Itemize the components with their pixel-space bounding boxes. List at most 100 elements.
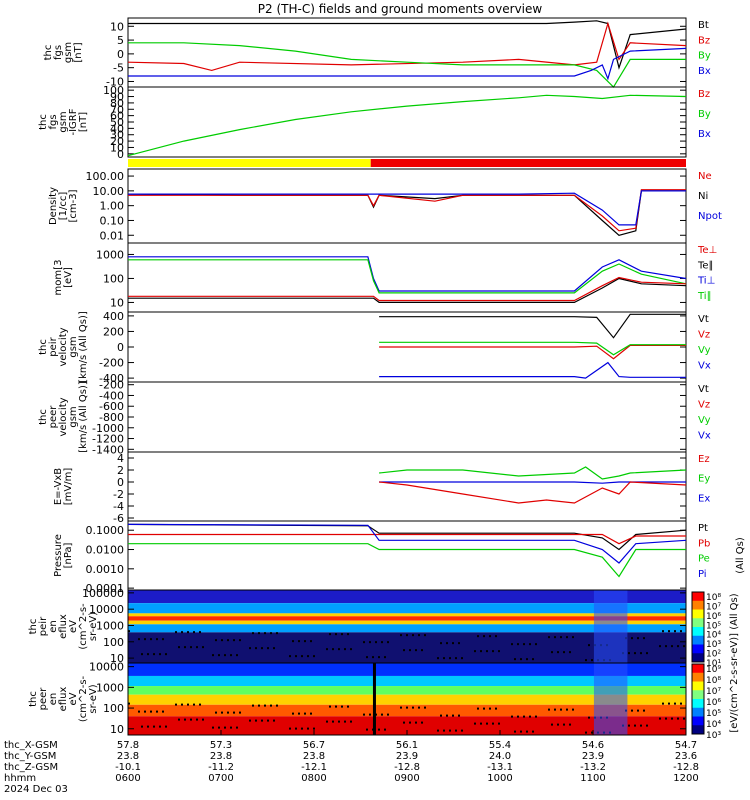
spectrogram-band [128,694,686,705]
spectrogram-noise [458,714,460,717]
spectrogram-noise [264,704,266,707]
y-axis-label-line: [eV] [63,267,74,288]
spectrogram-noise [409,721,411,724]
spectrogram-noise [452,642,454,645]
y-tick-label: 70 [110,103,124,116]
legend-entry: Vz [698,400,710,411]
y-axis-label: thcfgsgsm[nT] [43,42,84,63]
spectrogram-noise [668,702,670,705]
x-axis-value: 54.7 [675,740,697,751]
y-axis-label-line: [km/s (All Qs)] [78,381,89,453]
panel-frame [127,381,687,453]
spectrogram-noise [569,723,571,726]
spectrogram-noise [634,652,636,655]
y-tick-label: -600 [99,400,124,413]
colorbar-segment [692,627,704,637]
spectrogram-noise [455,729,457,732]
legend-entry: Ey [698,474,710,485]
spectrogram-noise [199,631,201,634]
y-axis-label: thcpeervelocitygsm[km/s (All Qs)] [38,381,89,453]
y-axis-label: thcfgsgsm-IGRF[nT] [38,108,89,135]
spectrogram-noise [418,706,420,709]
spectrogram-noise [184,646,186,649]
spectrogram-noise [461,729,463,732]
y-axis-label-line: -IGRF [68,108,79,135]
spectrogram-noise [252,632,254,635]
spectrogram-noise [643,637,645,640]
spectrogram-noise [258,632,260,635]
spectrogram-noise [156,710,158,713]
series-line-Te⊥ [128,276,687,302]
series-line-Npot [128,190,686,226]
spectrogram-noise [138,638,140,641]
spectrogram-noise [178,646,180,649]
spectrogram-noise [671,717,673,720]
legend-entry: By [698,109,711,120]
y-axis-label-line: thc [43,45,54,61]
legend-entry: Bx [698,129,711,140]
spectrogram-noise [369,641,371,644]
spectrogram-noise [193,703,195,706]
spectrogram-noise [560,636,562,639]
colorbar-tick-label: 10¹ [706,659,721,669]
colorbar-tick-label: 10⁵ [706,621,721,631]
y-axis-label-line: peer [38,687,49,711]
spectrogram-noise [585,659,587,662]
spectrogram-noise [640,652,642,655]
spectrogram-noise [329,705,331,708]
y-tick-label: 100.00 [86,170,125,183]
spectrogram-noise [634,724,636,727]
legend-entry: Ez [698,454,710,465]
y-tick-label: 10 [110,652,124,665]
spectrogram-noise [196,718,198,721]
spectrogram-noise [261,719,263,722]
x-axis-labels: thc_X-GSM 57.8 57.3 56.7 56.1 55.4 54.6 54.7 thc… [4,730,699,795]
spectrogram-noise [566,636,568,639]
colorbar-tick-label: 10⁶ [706,698,721,708]
spectrogram-noise [153,653,155,656]
y-axis-label-line: sr-eV) [88,684,99,713]
panel-peir-spectrogram: 100000 10000 1000 100 10 thcpeirenefluxeV(cm^… [28,587,687,665]
y-axis-label-line: fgs [48,114,59,129]
x-axis-value: 57.8 [117,740,139,751]
spectrogram-noise [363,713,365,716]
spectrogram-noise [350,720,352,723]
spectrogram-noise [332,720,334,723]
spectrogram-noise [406,634,408,637]
spectrogram-noise [646,652,648,655]
legend-entry: Vy [698,345,711,356]
spectrogram-noise [298,712,300,715]
y-tick-label: 0.1000 [86,524,125,537]
spectrogram-noise [147,653,149,656]
spectrogram-noise [535,715,537,718]
spectrogram-noise [384,656,386,659]
spectrogram-noise [640,724,642,727]
spectrogram-noise [631,637,633,640]
colorbar-segment [692,707,704,717]
spectrogram-noise [273,647,275,650]
spectrogram-noise [440,714,442,717]
colorbar-tick-label: 10⁴ [706,720,721,730]
y-axis-label: thcpeirenefluxeV(cm^2-s-sr-eV) [28,603,99,650]
spectrogram-noise [150,710,152,713]
x-axis-value: -13.1 [487,762,513,773]
y-tick-label: 100 [103,636,124,649]
spectrogram-band [128,686,686,695]
spectrogram-noise [387,641,389,644]
legend-entry: Bx [698,66,711,77]
y-axis-label-line: en [48,693,59,706]
spectrogram-noise [646,724,648,727]
spectrogram-noise [227,711,229,714]
spectrogram-noise [517,643,519,646]
colorbar-segment [692,592,704,602]
spectrogram-noise [292,712,294,715]
legend-entry: Vy [698,415,711,426]
spectrogram-noise [165,725,167,728]
spectrogram-noise [671,645,673,648]
y-axis-label-line: [km/s (All Qs)] [78,311,89,383]
y-tick-label: 60 [110,110,124,123]
spectrogram-noise [517,715,519,718]
spectrogram-noise [591,731,593,734]
y-axis-label-line: (cm^2-s- [78,675,89,722]
spectrogram-noise [230,726,232,729]
